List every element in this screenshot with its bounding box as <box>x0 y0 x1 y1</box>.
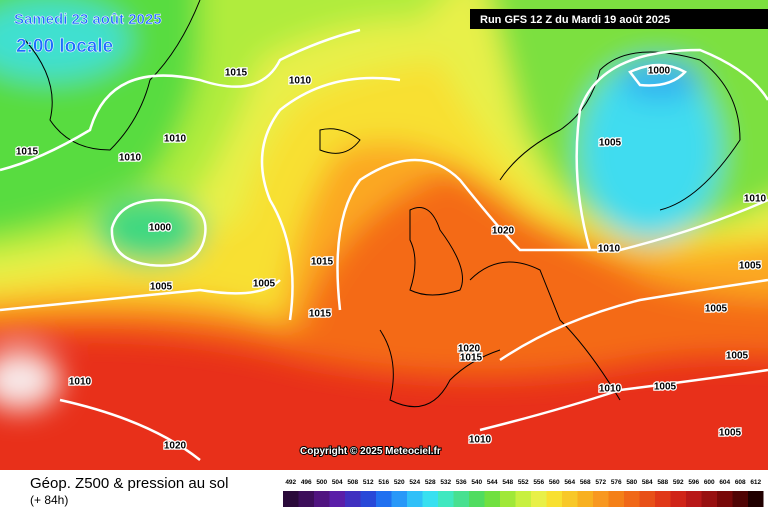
scale-swatch <box>422 491 438 507</box>
scale-label: 556 <box>533 479 544 486</box>
scale-swatch <box>329 491 345 507</box>
scale-swatch <box>391 491 407 507</box>
isobar-label: 1005 <box>599 138 622 149</box>
isobar-label: 1005 <box>726 351 749 362</box>
isobar-label: 1010 <box>164 134 187 145</box>
scale-label: 600 <box>704 479 715 486</box>
scale-label: 564 <box>564 479 575 486</box>
scale-swatch <box>701 491 717 507</box>
scale-label: 572 <box>595 479 606 486</box>
isobar-label: 1010 <box>119 153 142 164</box>
scale-swatch <box>500 491 516 507</box>
scale-swatch <box>732 491 748 507</box>
scale-label: 588 <box>657 479 668 486</box>
scale-label: 508 <box>347 479 358 486</box>
isobar-label: 1020 <box>492 226 515 237</box>
isobar-label: 1010 <box>744 194 767 205</box>
scale-swatch <box>686 491 702 507</box>
scale-swatch <box>360 491 376 507</box>
scale-swatch <box>407 491 423 507</box>
scale-swatch <box>655 491 671 507</box>
scale-label: 608 <box>735 479 746 486</box>
isobar-label: 1010 <box>599 384 622 395</box>
footer-lead: (+ 84h) <box>30 493 68 507</box>
scale-label: 504 <box>332 479 343 486</box>
scale-label: 552 <box>518 479 529 486</box>
scale-label: 596 <box>688 479 699 486</box>
date: Samedi 23 août 2025 <box>14 11 162 28</box>
run-box <box>470 9 768 29</box>
isobar-label: 1005 <box>150 282 173 293</box>
isobar-label: 1005 <box>654 382 677 393</box>
isobar-label: 1015 <box>311 257 334 268</box>
scale-swatch <box>453 491 469 507</box>
scale-swatch <box>577 491 593 507</box>
scale-swatch <box>624 491 640 507</box>
scale-swatch <box>283 491 299 507</box>
scale-label: 560 <box>549 479 560 486</box>
isobar-label: 1005 <box>719 428 742 439</box>
scale-label: 568 <box>580 479 591 486</box>
scale-label: 548 <box>502 479 513 486</box>
scale-swatch <box>469 491 485 507</box>
isobar-label: 1005 <box>705 304 728 315</box>
scale-label: 540 <box>471 479 482 486</box>
scale-label: 532 <box>440 479 451 486</box>
scale-label: 544 <box>487 479 498 486</box>
isobar-label: 1015 <box>309 309 332 320</box>
scale-label: 576 <box>611 479 622 486</box>
footer-title: Géop. Z500 & pression au sol <box>30 475 228 492</box>
isobar-label: 1010 <box>289 76 312 87</box>
scale-swatch <box>298 491 314 507</box>
scale-label: 584 <box>642 479 653 486</box>
isobar-label: 1005 <box>253 279 276 290</box>
isobar-label: 1000 <box>648 66 671 77</box>
scale-label: 492 <box>285 479 296 486</box>
run-info: Run GFS 12 Z du Mardi 19 août 2025 <box>480 14 670 26</box>
isobar-label: 1010 <box>469 435 492 446</box>
scale-swatch <box>670 491 686 507</box>
scale-swatch <box>376 491 392 507</box>
scale-swatch <box>484 491 500 507</box>
isobar-label: 1020 <box>458 344 481 355</box>
isobar-label: 1015 <box>16 147 39 158</box>
scale-label: 496 <box>301 479 312 486</box>
isobar-label: 1010 <box>598 244 621 255</box>
local-time: 2:00 locale <box>16 36 113 57</box>
isobar-label: 1010 <box>69 377 92 388</box>
scale-label: 500 <box>316 479 327 486</box>
scale-label: 604 <box>719 479 730 486</box>
isobar-label: 1015 <box>460 353 483 364</box>
scale-swatch <box>608 491 624 507</box>
isobar-labels: 1015 1010 1015 1010 1010 1000 1005 1005 1015 1015… <box>15 64 768 453</box>
copyright: Copyright © 2025 Meteociel.fr <box>300 446 441 457</box>
scale-swatch <box>515 491 531 507</box>
scale-swatch <box>593 491 609 507</box>
color-scale: 492 496 500 504 508 512 516 520 524 528 532 536 540 5… <box>283 479 764 507</box>
scale-swatch <box>748 491 764 507</box>
scale-swatch <box>345 491 361 507</box>
scale-label: 592 <box>673 479 684 486</box>
scale-swatch <box>546 491 562 507</box>
isobar-label: 1000 <box>149 223 172 234</box>
scale-swatch <box>438 491 454 507</box>
scale-label: 512 <box>363 479 374 486</box>
scale-swatch <box>717 491 733 507</box>
scale-swatch <box>531 491 547 507</box>
isobar-label: 1020 <box>164 441 187 452</box>
scale-label: 536 <box>456 479 467 486</box>
scale-swatch <box>562 491 578 507</box>
isobar-label: 1005 <box>739 261 762 272</box>
scale-swatch <box>314 491 330 507</box>
isobar-label: 1015 <box>225 68 248 79</box>
scale-swatch <box>639 491 655 507</box>
scale-label: 524 <box>409 479 420 486</box>
scale-label: 612 <box>750 479 761 486</box>
scale-label: 580 <box>626 479 637 486</box>
scale-label: 520 <box>394 479 405 486</box>
scale-label: 516 <box>378 479 389 486</box>
map-field <box>0 0 768 470</box>
scale-label: 528 <box>425 479 436 486</box>
